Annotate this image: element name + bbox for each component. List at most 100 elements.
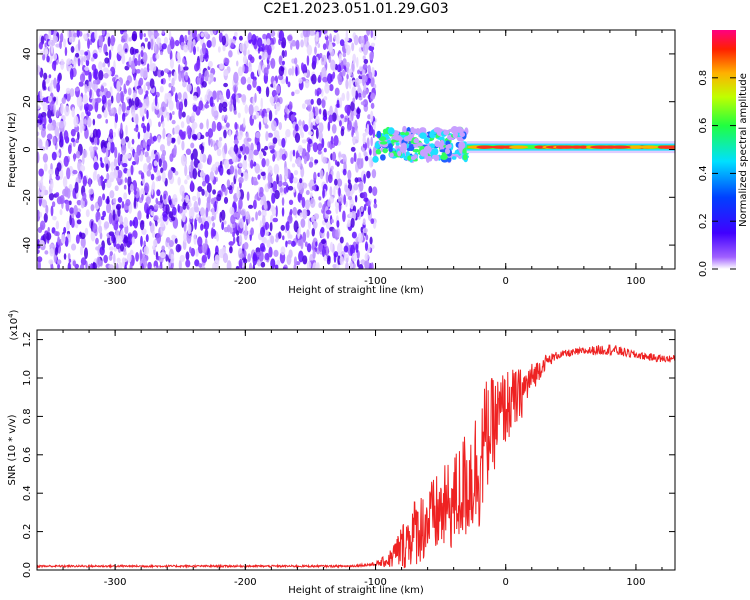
snr-marks xyxy=(37,344,675,569)
spectrogram-cell xyxy=(47,95,52,103)
spectrogram-cell xyxy=(224,57,230,65)
spectrogram-cell xyxy=(346,73,349,80)
spectrogram-cell xyxy=(84,51,89,56)
spectrogram-cell xyxy=(372,186,378,197)
spectrogram-cell xyxy=(219,160,223,169)
spectrogram-cell xyxy=(347,219,351,228)
spectrogram-cell xyxy=(73,153,76,162)
spectrogram-cell xyxy=(114,185,119,192)
spectrogram-cell xyxy=(102,82,107,87)
spectrogram-cell xyxy=(199,122,204,130)
spectrogram-cell xyxy=(55,43,61,48)
spectrogram-cell xyxy=(301,139,307,144)
spectrogram-cell xyxy=(50,205,54,217)
spectrogram-cell xyxy=(281,207,285,217)
spectrogram-cell xyxy=(333,135,339,147)
spectrogram-cell xyxy=(142,138,146,149)
spectrogram-cell xyxy=(146,63,150,73)
spectrogram-cell xyxy=(239,218,244,229)
spectrogram-cell xyxy=(43,163,48,172)
spectrogram-cell xyxy=(302,255,308,265)
spectrogram-cell xyxy=(141,193,144,201)
spectrogram-cell xyxy=(316,97,322,106)
spectrogram-cell xyxy=(282,266,287,269)
spectrogram-cell xyxy=(343,245,349,253)
spectrogram-cell xyxy=(105,147,109,158)
spectrogram-cell xyxy=(181,154,187,167)
spectrogram-cell xyxy=(330,219,334,224)
spectrogram-cell xyxy=(306,260,312,269)
spectrogram-cell xyxy=(108,49,112,60)
spectrogram-cell xyxy=(129,183,134,193)
spectrogram-cell xyxy=(300,39,304,48)
spectrogram-cell xyxy=(347,169,352,180)
spectrogram-cell xyxy=(313,171,317,182)
spectrogram-cell xyxy=(78,96,83,107)
spectrogram-cell xyxy=(303,155,308,165)
spectrogram-cell xyxy=(264,51,268,60)
spectrogram-cell xyxy=(201,180,207,187)
spectrogram-cell xyxy=(278,30,285,42)
spectrogram-cell xyxy=(247,204,254,209)
spectrogram-cell xyxy=(177,135,181,145)
spectrogram-cell xyxy=(315,115,320,125)
spectrogram-cell xyxy=(403,136,412,142)
spectrogram-cell xyxy=(281,137,286,148)
spectrogram-cell xyxy=(56,82,61,93)
spectrogram-cell xyxy=(159,194,163,204)
spectrogram-cell xyxy=(346,106,351,117)
spectrogram-cell xyxy=(39,50,44,56)
spectrogram-cell xyxy=(131,111,136,118)
spectrogram-cell xyxy=(113,253,116,265)
spectrogram-cell xyxy=(248,104,254,116)
spectrogram-cell xyxy=(374,142,381,149)
spectrogram-cell xyxy=(143,245,149,256)
spectrogram-cell xyxy=(327,199,331,207)
spectrogram-cell xyxy=(198,72,202,79)
spectrogram-cell xyxy=(102,62,106,68)
spectrogram-cell xyxy=(316,31,319,37)
spectrogram-cell xyxy=(172,167,176,173)
spectrogram-cell xyxy=(205,207,209,218)
spectrogram-cell xyxy=(102,193,106,201)
spectrogram-cell xyxy=(285,76,289,85)
spectrogram-cell xyxy=(156,170,161,177)
spectrogram-cell xyxy=(339,97,343,109)
spectrogram-cell xyxy=(186,83,192,92)
spectrogram-cell xyxy=(43,72,48,80)
spectrogram-cell xyxy=(326,245,329,257)
spectrogram-cell xyxy=(154,41,157,52)
spectrogram-cell xyxy=(165,254,169,262)
spectrogram-cell xyxy=(107,99,112,107)
spectrogram-cell xyxy=(225,122,230,128)
spectrogram-cell xyxy=(445,144,451,149)
spectrogram-cell xyxy=(462,154,468,161)
spectrogram-cell xyxy=(125,79,130,86)
spectrogram-cell xyxy=(103,254,108,264)
spectrogram-cell xyxy=(287,35,293,41)
spectrogram-cell xyxy=(103,221,110,229)
spectrogram-cell xyxy=(150,38,154,51)
spectrogram-cell xyxy=(192,168,198,180)
spectrogram-cell xyxy=(243,229,248,241)
spectrogram-cell xyxy=(305,190,310,196)
spectrogram-cell xyxy=(124,136,130,143)
spectrogram-cell xyxy=(281,60,285,65)
spectrogram-cell xyxy=(345,61,350,69)
spectrogram-cell xyxy=(190,160,194,168)
spectrogram-cell xyxy=(264,221,270,230)
spectrogram-cell xyxy=(110,107,115,114)
spectrogram-cell xyxy=(169,38,175,50)
spectrogram-cell xyxy=(340,114,344,119)
snr-background xyxy=(37,330,675,570)
spectrogram-cell xyxy=(322,156,327,164)
spectrogram-cell xyxy=(133,151,139,162)
spectrogram-cell xyxy=(100,160,103,168)
spectrogram-cell xyxy=(233,212,239,218)
spectrogram-cell xyxy=(197,132,201,140)
spectrogram-cell xyxy=(285,221,290,232)
spectrogram-cell xyxy=(213,30,217,36)
spectrogram-cell xyxy=(101,94,107,104)
spectrogram-cell xyxy=(408,144,415,152)
spectrogram-cell xyxy=(351,231,357,239)
